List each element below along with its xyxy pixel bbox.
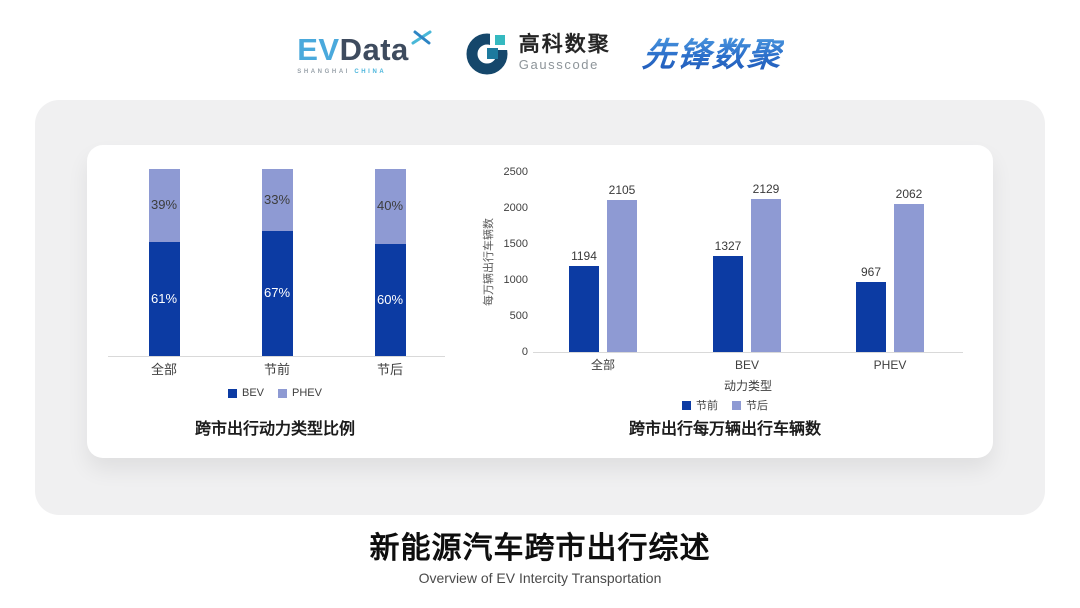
legend-swatch-icon: [682, 400, 691, 410]
grouped-bar-chart: 0 500 1000 1500 2000 2500 1194 2105 全部 1327 2129 BE…: [470, 150, 980, 450]
evdata-logo: EV Data SHANGHAI CHINA: [297, 29, 433, 75]
legend-item: 节前: [682, 397, 718, 413]
segment-value-label: 39%: [150, 197, 178, 213]
legend-swatch-icon: [278, 388, 288, 398]
category-label: 节前: [263, 362, 290, 377]
gausscode-en-text: Gausscode: [518, 56, 599, 72]
logo-bar: EV Data SHANGHAI CHINA 高科数聚 Gau: [0, 22, 1080, 82]
legend-label: 节后: [746, 400, 768, 412]
y-tick-label: 1500: [503, 238, 528, 250]
category-label: BEV: [734, 358, 759, 372]
bar-segment-bev: [374, 243, 406, 356]
bar-segment-bev: [261, 230, 293, 356]
category-label: 全部: [590, 358, 615, 372]
bar-value-label: 2062: [895, 186, 923, 201]
bar-value-label: 2105: [608, 183, 636, 198]
stacked-bar-legend: BEV PHEV: [100, 387, 450, 399]
bar-value-label: 967: [860, 265, 882, 280]
segment-value-label: 40%: [376, 198, 404, 214]
pioneer-logo: 先锋数聚: [640, 28, 785, 76]
stacked-bar-title: 跨市出行动力类型比例: [194, 421, 355, 438]
evdata-data-text: Data: [339, 32, 409, 67]
legend-swatch-icon: [732, 400, 741, 410]
bar-pre-holiday: [856, 282, 886, 352]
gausscode-logo: 高科数聚 Gausscode: [465, 29, 611, 75]
evdata-spark-icon: [411, 30, 432, 45]
legend-item: 节后: [732, 397, 768, 413]
charts-panel: [87, 145, 993, 458]
bar-segment-phev: [261, 169, 293, 231]
y-tick-label: 2500: [503, 166, 528, 178]
evdata-wordmark: EV Data: [297, 29, 433, 65]
y-tick-label: 500: [509, 310, 528, 322]
segment-value-label: 33%: [263, 191, 291, 207]
gausscode-g-icon: [466, 29, 511, 75]
category-label: PHEV: [873, 358, 907, 372]
gausscode-wordmark: 高科数聚 Gausscode: [519, 34, 611, 71]
legend-label: PHEV: [292, 387, 322, 399]
y-tick-label: 2000: [503, 202, 528, 214]
category-label: 节后: [376, 362, 403, 377]
evdata-shanghai-text: SHANGHAI: [297, 69, 351, 75]
y-axis-label: 每万辆出行车辆数: [483, 218, 495, 306]
bar-pre-holiday: [569, 266, 599, 352]
page-title: 新能源汽车跨市出行综述: [369, 532, 711, 565]
evdata-subtext: SHANGHAI CHINA: [297, 69, 386, 75]
legend-label: BEV: [242, 387, 265, 399]
x-axis-label: 动力类型: [723, 379, 772, 393]
bar-pre-holiday: [713, 256, 743, 352]
x-axis-line: [108, 356, 445, 357]
legend-swatch-icon: [228, 388, 237, 398]
segment-value-label: 67%: [263, 285, 291, 301]
y-tick-label: 1000: [503, 274, 528, 286]
legend-label: 节前: [696, 400, 718, 412]
bar-segment-bev: [148, 241, 180, 356]
gausscode-cn-text: 高科数聚: [518, 32, 611, 56]
x-axis-line: [533, 352, 963, 353]
page-subtitle: Overview of EV Intercity Transportation: [418, 570, 662, 586]
segment-value-label: 61%: [150, 290, 178, 306]
bar-value-label: 1194: [571, 249, 597, 264]
grouped-bar-legend: 节前 节后: [470, 397, 980, 413]
evdata-ev-text: EV: [297, 32, 340, 67]
y-tick-label: 0: [521, 346, 528, 358]
bar-post-holiday: [751, 198, 781, 352]
legend-item: PHEV: [278, 387, 322, 399]
bar-post-holiday: [894, 203, 924, 352]
bar-segment-phev: [148, 169, 180, 242]
grouped-bar-title: 跨市出行每万辆出行车辆数: [628, 421, 821, 438]
bar-value-label: 1327: [714, 239, 742, 254]
bar-post-holiday: [607, 200, 637, 352]
evdata-china-text: CHINA: [354, 69, 387, 75]
bar-value-label: 2129: [752, 181, 780, 196]
segment-value-label: 60%: [376, 291, 404, 307]
category-label: 全部: [150, 362, 177, 377]
stacked-bar-chart: 39% 61% 全部 33% 67% 节前 40% 60% 节后 BEV PHEV 跨市出行动力类…: [100, 150, 450, 450]
bar-segment-phev: [374, 169, 406, 244]
legend-item: BEV: [228, 387, 264, 399]
